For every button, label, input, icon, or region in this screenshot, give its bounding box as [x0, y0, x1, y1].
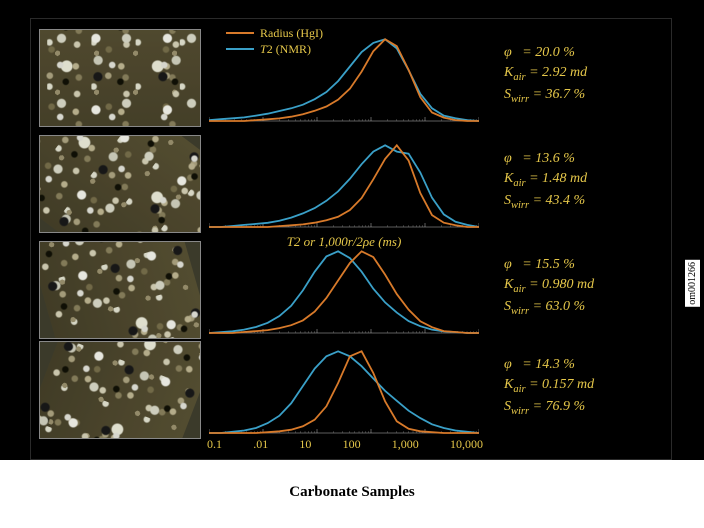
t2-curve: [209, 145, 479, 227]
porosity: φ = 14.3 %: [504, 355, 594, 375]
thin-section-image: [39, 135, 201, 233]
permeability: Kair = 0.157 md: [504, 375, 594, 397]
xaxis-label: T2 or 1,000r/2ρe (ms): [209, 234, 479, 250]
distribution-chart: [209, 341, 479, 437]
sample-properties: φ = 15.5 %Kair = 0.980 mdSwirr = 63.0 %: [504, 255, 594, 320]
permeability: Kair = 1.48 md: [504, 169, 587, 191]
permeability: Kair = 0.980 md: [504, 275, 594, 297]
permeability: Kair = 2.92 md: [504, 63, 587, 85]
xaxis-tick: 0.1: [207, 437, 222, 452]
swirr: Swirr = 63.0 %: [504, 297, 594, 319]
xaxis-tick: 1,000: [392, 437, 419, 452]
porosity: φ = 13.6 %: [504, 149, 587, 169]
xaxis-tick: 10,000: [450, 437, 483, 452]
distribution-chart: [209, 241, 479, 337]
t2-curve: [209, 39, 479, 121]
thin-section-image: [39, 341, 201, 439]
xaxis-tick: 10: [299, 437, 311, 452]
xaxis-tick: 100: [343, 437, 361, 452]
figure-panel: Radius (HgI) T2 (NMR) φ = 20.0 %Kair = 2…: [30, 18, 672, 460]
thin-section-image: [39, 241, 201, 339]
swirr: Swirr = 43.4 %: [504, 191, 587, 213]
swirr: Swirr = 76.9 %: [504, 397, 594, 419]
xaxis-tick: .01: [253, 437, 268, 452]
sample-row: φ = 20.0 %Kair = 2.92 mdSwirr = 36.7 %: [39, 29, 664, 127]
thin-section-image: [39, 29, 201, 127]
xaxis-ticks: 0.1 .01 10 100 1,000 10,000: [207, 437, 483, 452]
sample-row: φ = 15.5 %Kair = 0.980 mdSwirr = 63.0 %: [39, 241, 664, 339]
sample-properties: φ = 20.0 %Kair = 2.92 mdSwirr = 36.7 %: [504, 43, 587, 108]
distribution-chart: [209, 29, 479, 125]
t2-curve: [209, 251, 479, 333]
radius-curve: [209, 251, 479, 333]
t2-curve: [209, 351, 479, 433]
porosity: φ = 20.0 %: [504, 43, 587, 63]
sample-row: φ = 14.3 %Kair = 0.157 mdSwirr = 76.9 %: [39, 341, 664, 439]
figure-id: om001266: [685, 260, 700, 307]
porosity: φ = 15.5 %: [504, 255, 594, 275]
sample-properties: φ = 13.6 %Kair = 1.48 mdSwirr = 43.4 %: [504, 149, 587, 214]
sample-properties: φ = 14.3 %Kair = 0.157 mdSwirr = 76.9 %: [504, 355, 594, 420]
sample-row: φ = 13.6 %Kair = 1.48 mdSwirr = 43.4 %: [39, 135, 664, 233]
swirr: Swirr = 36.7 %: [504, 85, 587, 107]
distribution-chart: [209, 135, 479, 231]
radius-curve: [209, 351, 479, 433]
figure-caption: Carbonate Samples: [0, 478, 704, 521]
radius-curve: [209, 39, 479, 121]
